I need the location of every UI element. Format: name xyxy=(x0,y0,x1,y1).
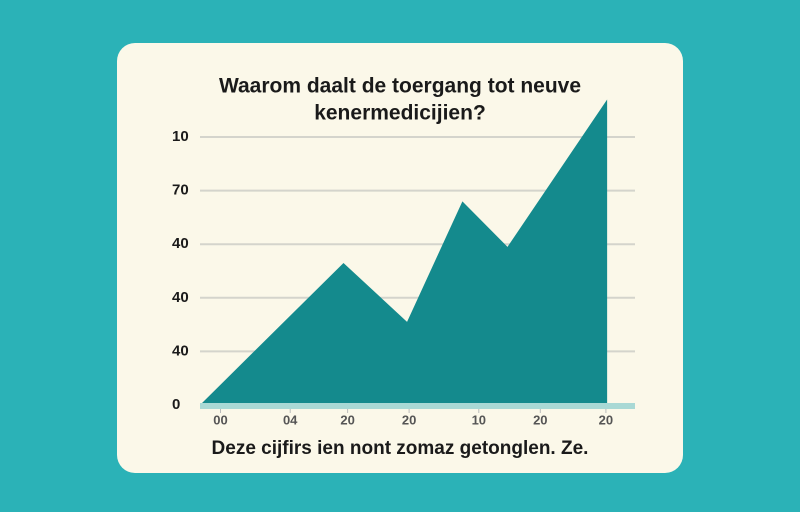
x-tick-label: 20 xyxy=(340,412,354,427)
x-tick-label: 00 xyxy=(213,412,227,427)
y-tick-label: 40 xyxy=(172,235,189,252)
y-tick-label: 70 xyxy=(172,182,189,199)
x-tick-label: 20 xyxy=(599,412,613,427)
chart-title: Waarom daalt de toergang tot neuve xyxy=(219,75,581,98)
baseline xyxy=(200,403,635,409)
chart-title: kenermedicijien? xyxy=(314,102,486,125)
x-tick-label: 10 xyxy=(472,412,486,427)
x-tick-label: 04 xyxy=(283,412,298,427)
x-tick-label: 20 xyxy=(402,412,416,427)
y-tick-label: 0 xyxy=(172,396,180,413)
y-tick-label: 10 xyxy=(172,128,189,145)
footnote: Deze cijfirs ien nont zomaz getonglen. Z… xyxy=(212,438,589,459)
area xyxy=(200,99,608,405)
y-tick-label: 40 xyxy=(172,342,189,359)
y-tick-label: 40 xyxy=(172,289,189,306)
x-tick-label: 20 xyxy=(533,412,547,427)
